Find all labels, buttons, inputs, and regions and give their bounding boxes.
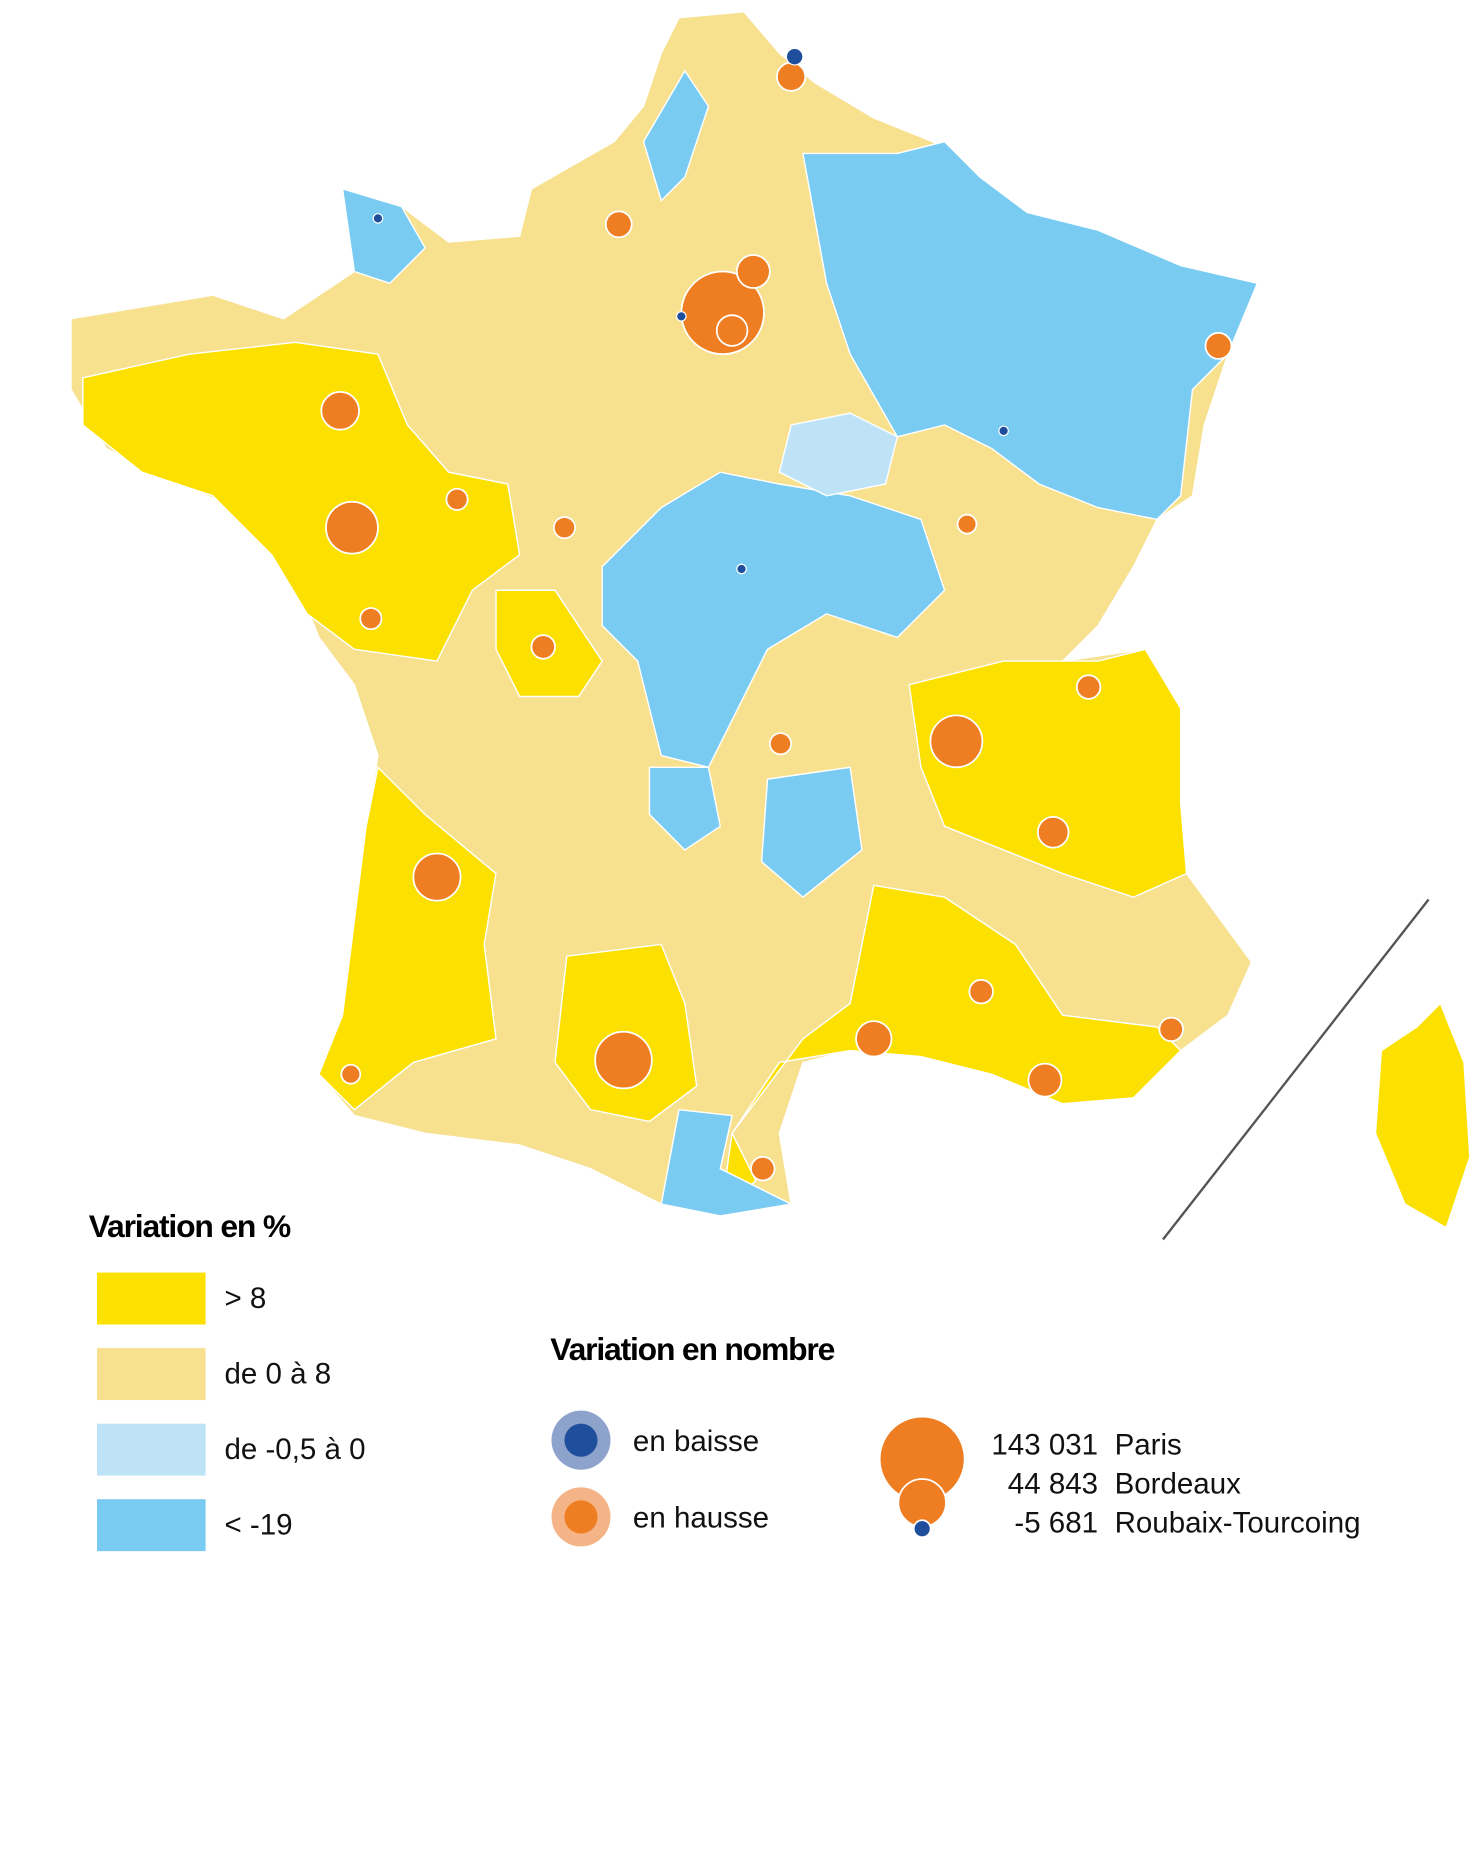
size-value: 143 031	[991, 1428, 1098, 1461]
size-bubble	[912, 1519, 932, 1539]
city-bubble	[998, 425, 1009, 437]
city-bubble	[968, 978, 994, 1005]
city-bubble	[929, 714, 984, 769]
zone-north	[642, 69, 710, 203]
legend-symbol	[564, 1423, 598, 1457]
legend-symbol	[564, 1500, 598, 1534]
legend-label: > 8	[224, 1282, 266, 1315]
city-bubble	[359, 607, 383, 631]
legend-swatch	[96, 1423, 206, 1476]
inset-separator	[1162, 898, 1430, 1241]
zone-normandy	[341, 187, 427, 285]
size-city: Bordeaux	[1115, 1467, 1242, 1500]
city-bubble	[372, 213, 384, 224]
legend-count-title: Variation en nombre	[550, 1331, 834, 1367]
city-bubble	[445, 487, 469, 511]
city-bubble	[956, 513, 978, 535]
legend-percent-title: Variation en %	[89, 1208, 291, 1244]
zone-west	[82, 341, 521, 662]
zone-pyrenees	[660, 1108, 794, 1217]
legend-label: de -0,5 à 0	[224, 1433, 365, 1466]
city-bubble	[736, 563, 747, 575]
legend-swatch	[96, 1272, 206, 1325]
legend-label: en hausse	[633, 1502, 769, 1535]
city-bubble	[412, 852, 462, 902]
zone-light-blue	[778, 412, 899, 497]
legend-label: de 0 à 8	[224, 1358, 331, 1391]
zone-northeast	[802, 140, 1259, 521]
zone-lyon-alps	[908, 648, 1188, 898]
size-city: Roubaix-Tourcoing	[1115, 1506, 1361, 1539]
city-bubble	[325, 500, 379, 555]
size-city: Paris	[1115, 1428, 1182, 1461]
city-bubble	[715, 314, 749, 347]
zone-massif	[760, 766, 863, 899]
legend-label: en baisse	[633, 1425, 759, 1458]
city-bubble	[604, 210, 633, 239]
legend-label: < -19	[224, 1509, 292, 1542]
city-bubble	[1075, 674, 1102, 700]
city-bubble	[1204, 332, 1233, 360]
france-map	[70, 11, 1471, 1241]
corsica	[1374, 1002, 1471, 1229]
size-value: 44 843	[1008, 1467, 1098, 1500]
city-bubble	[735, 254, 771, 289]
legend: > 8 de 0 à 8 de -0,5 à 0 < -19 en baisse en h…	[96, 1272, 1361, 1552]
city-bubble	[594, 1030, 653, 1090]
city-bubble	[768, 732, 793, 756]
zone-atlantic	[318, 765, 497, 1111]
city-bubble	[750, 1155, 776, 1182]
city-bubbles	[320, 61, 1233, 1182]
zone-auvergne	[648, 766, 722, 851]
legend-swatch	[96, 1348, 206, 1401]
city-bubble	[1158, 1016, 1184, 1043]
city-bubble	[1027, 1062, 1063, 1098]
decline-bubbles	[372, 47, 1009, 575]
city-bubble	[855, 1020, 893, 1058]
zone-centre	[601, 471, 946, 769]
city-bubble	[530, 634, 556, 660]
city-bubble	[676, 311, 687, 322]
city-bubble	[1036, 816, 1070, 849]
city-bubble	[785, 47, 804, 66]
legend-swatch	[96, 1499, 206, 1552]
city-bubble	[340, 1063, 362, 1085]
city-bubble	[320, 391, 360, 431]
city-bubble	[776, 61, 807, 92]
city-bubble	[552, 516, 576, 540]
zone-south	[719, 884, 1182, 1218]
size-value: -5 681	[1014, 1506, 1098, 1539]
